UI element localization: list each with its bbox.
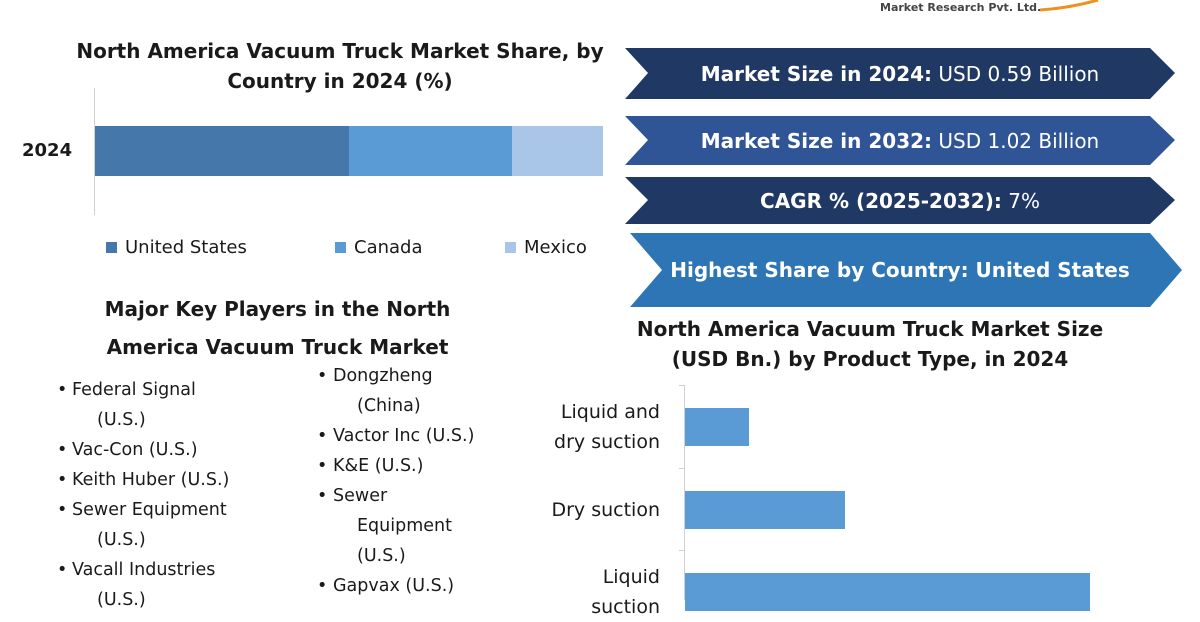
category-label-line: Dry suction bbox=[551, 499, 660, 521]
category-label: Liquid and dry suction bbox=[500, 397, 660, 457]
share-chart-title-line1: North America Vacuum Truck Market Share,… bbox=[76, 39, 604, 63]
players-title: Major Key Players in the North America V… bbox=[60, 290, 495, 366]
banner-market-size-2024: Market Size in 2024: USD 0.59 Billion bbox=[650, 48, 1150, 99]
players-title-line1: Major Key Players in the North bbox=[104, 297, 451, 321]
player-item: • K&E (U.S.) bbox=[317, 451, 423, 481]
bullet-icon: • bbox=[317, 486, 328, 506]
axis-tick bbox=[679, 385, 684, 386]
legend-swatch-us bbox=[106, 242, 117, 253]
player-item: • Vactor Inc (U.S.) bbox=[317, 421, 474, 451]
category-label-line: suction bbox=[591, 596, 660, 618]
legend-item-us: United States bbox=[106, 237, 247, 258]
logo: Market Research Pvt. Ltd. bbox=[880, 1, 1042, 14]
size-chart-title-line2: (USD Bn.) by Product Type, in 2024 bbox=[671, 347, 1069, 371]
bar-segment-canada bbox=[349, 126, 512, 176]
banner-shapes bbox=[625, 48, 1182, 307]
player-item: • Sewer Equipment (U.S.) bbox=[317, 481, 452, 571]
player-name-line: Keith Huber (U.S.) bbox=[72, 470, 230, 490]
banner-4-label: Highest Share by Country: United States bbox=[670, 258, 1130, 282]
logo-swoosh-icon bbox=[1040, 0, 1099, 12]
banner-2-value: USD 1.02 Billion bbox=[932, 128, 1100, 153]
bullet-icon: • bbox=[57, 440, 68, 460]
player-name-line: Vac-Con (U.S.) bbox=[72, 440, 198, 460]
axis-tick bbox=[679, 550, 684, 551]
player-name-line: Vactor Inc (U.S.) bbox=[333, 426, 475, 446]
legend-swatch-mexico bbox=[505, 242, 516, 253]
banner-shape-2 bbox=[625, 116, 1175, 165]
bullet-icon: • bbox=[57, 380, 68, 400]
banner-cagr: CAGR % (2025-2032): 7% bbox=[650, 177, 1150, 224]
bullet-icon: • bbox=[57, 500, 68, 520]
legend-item-mexico: Mexico bbox=[505, 237, 587, 258]
bullet-icon: • bbox=[317, 366, 328, 386]
share-chart-category-label: 2024 bbox=[22, 140, 73, 161]
size-chart-title: North America Vacuum Truck Market Size (… bbox=[600, 314, 1140, 374]
player-name-line: Gapvax (U.S.) bbox=[333, 576, 455, 596]
legend-item-canada: Canada bbox=[335, 237, 423, 258]
player-item: • Sewer Equipment (U.S.) bbox=[57, 495, 227, 555]
banner-1-label: Market Size in 2024: bbox=[700, 61, 933, 86]
banner-shape-4 bbox=[630, 233, 1182, 307]
legend-swatch-canada bbox=[335, 242, 346, 253]
share-chart-axis bbox=[94, 88, 95, 215]
legend-label-us: United States bbox=[125, 237, 247, 258]
player-item: • Dongzheng (China) bbox=[317, 361, 433, 421]
banner-shape-1 bbox=[625, 48, 1175, 99]
banner-1-value: USD 0.59 Billion bbox=[932, 61, 1100, 86]
player-item: • Vac-Con (U.S.) bbox=[57, 435, 198, 465]
bar-segment-mexico bbox=[511, 126, 603, 176]
legend-label-canada: Canada bbox=[354, 237, 423, 258]
player-name-line: Equipment bbox=[357, 516, 452, 536]
player-name-line: Dongzheng bbox=[333, 366, 433, 386]
player-name-line: Sewer bbox=[333, 486, 388, 506]
players-title-line2: America Vacuum Truck Market bbox=[106, 335, 449, 359]
player-name-line: Federal Signal bbox=[72, 380, 196, 400]
category-label-line: dry suction bbox=[554, 431, 660, 453]
size-bar bbox=[685, 573, 1090, 611]
size-bar bbox=[685, 491, 845, 529]
category-label: Liquid suction bbox=[500, 562, 660, 622]
category-label-line: Liquid bbox=[602, 566, 660, 588]
player-name-line: Vacall Industries bbox=[72, 560, 216, 580]
player-item: • Gapvax (U.S.) bbox=[317, 571, 454, 601]
player-item: • Federal Signal (U.S.) bbox=[57, 375, 196, 435]
bullet-icon: • bbox=[57, 560, 68, 580]
banner-3-label: CAGR % (2025-2032): bbox=[760, 188, 1002, 213]
share-chart-bar bbox=[95, 126, 603, 176]
category-label-line: Liquid and bbox=[560, 401, 660, 423]
bar-segment-united-states bbox=[95, 126, 349, 176]
share-chart-title-line2: Country in 2024 (%) bbox=[227, 69, 453, 93]
player-name-line: K&E (U.S.) bbox=[333, 456, 424, 476]
bullet-icon: • bbox=[317, 456, 328, 476]
banner-2-label: Market Size in 2032: bbox=[700, 128, 933, 153]
banner-3-value: 7% bbox=[1001, 188, 1040, 213]
player-name-line: (U.S.) bbox=[97, 530, 146, 550]
banner-shape-3 bbox=[625, 177, 1175, 224]
player-name-line: (U.S.) bbox=[97, 410, 146, 430]
player-name-line: (U.S.) bbox=[97, 590, 146, 610]
bullet-icon: • bbox=[317, 426, 328, 446]
legend-label-mexico: Mexico bbox=[524, 237, 587, 258]
banner-highest-share: Highest Share by Country: United States bbox=[640, 233, 1160, 307]
size-chart-title-line1: North America Vacuum Truck Market Size bbox=[636, 317, 1104, 341]
share-chart-title: North America Vacuum Truck Market Share,… bbox=[60, 36, 620, 96]
category-label: Dry suction bbox=[500, 495, 660, 525]
player-name-line: Sewer Equipment bbox=[72, 500, 227, 520]
player-name-line: (China) bbox=[357, 396, 421, 416]
size-bar bbox=[685, 408, 749, 446]
size-chart-axis bbox=[684, 385, 685, 600]
axis-tick bbox=[679, 468, 684, 469]
player-item: • Keith Huber (U.S.) bbox=[57, 465, 229, 495]
bullet-icon: • bbox=[57, 470, 68, 490]
player-name-line: (U.S.) bbox=[357, 546, 406, 566]
bullet-icon: • bbox=[317, 576, 328, 596]
banner-market-size-2032: Market Size in 2032: USD 1.02 Billion bbox=[650, 116, 1150, 165]
player-item: • Vacall Industries (U.S.) bbox=[57, 555, 215, 615]
